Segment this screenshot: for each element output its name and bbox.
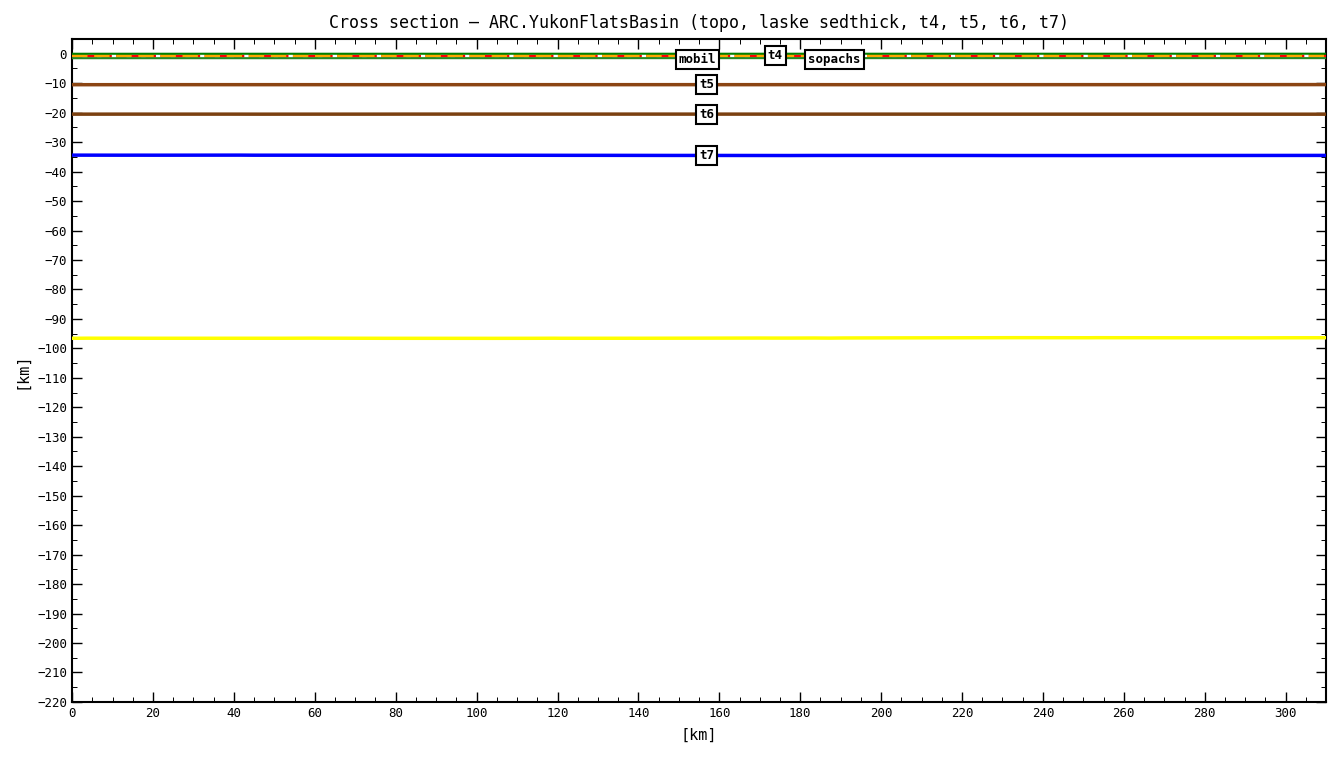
Y-axis label: [km]: [km] bbox=[13, 352, 29, 388]
Title: Cross section – ARC.YukonFlatsBasin (topo, laske sedthick, t4, t5, t6, t7): Cross section – ARC.YukonFlatsBasin (top… bbox=[330, 14, 1069, 32]
Text: t6: t6 bbox=[699, 107, 714, 120]
Text: mobil: mobil bbox=[679, 53, 717, 66]
Text: t4: t4 bbox=[768, 48, 783, 62]
Text: sopachs: sopachs bbox=[808, 53, 860, 66]
Text: t7: t7 bbox=[699, 149, 714, 162]
X-axis label: [km]: [km] bbox=[681, 728, 717, 743]
Text: t5: t5 bbox=[699, 78, 714, 91]
